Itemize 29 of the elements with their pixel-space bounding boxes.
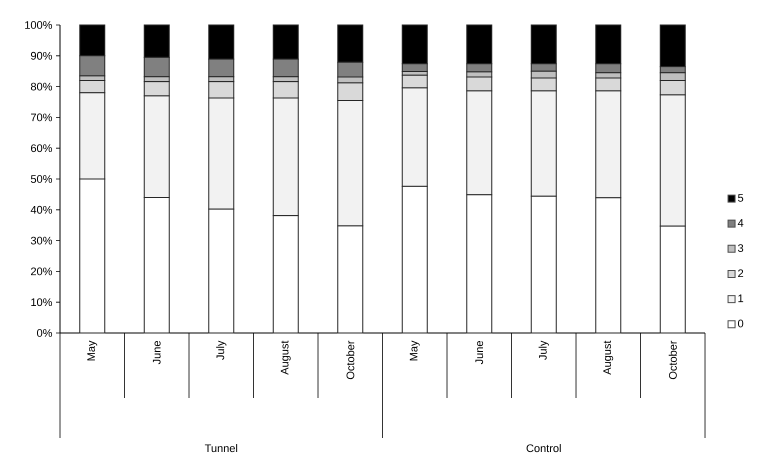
y-tick-label: 40% bbox=[30, 206, 52, 214]
y-tick-label: 20% bbox=[31, 268, 52, 276]
legend-label: 3 bbox=[738, 244, 744, 252]
y-tick-label: 100% bbox=[25, 21, 52, 29]
x-tick-label: August bbox=[280, 340, 291, 375]
y-tick-label: 70% bbox=[31, 114, 52, 122]
x-tick-label: August bbox=[603, 340, 614, 375]
y-tick-label: 0% bbox=[36, 329, 52, 337]
x-tick-label: June bbox=[475, 341, 484, 364]
x-tick-label: May bbox=[87, 340, 98, 360]
y-tick-label: 10% bbox=[31, 298, 52, 306]
x-tick-label: October bbox=[668, 340, 677, 380]
y-tick-label: 50% bbox=[30, 175, 52, 183]
y-tick-label: 60% bbox=[31, 144, 52, 152]
x-tick-label: June bbox=[152, 341, 161, 364]
x-tick-label: July bbox=[538, 340, 549, 360]
text: Tunnel bbox=[204, 444, 238, 452]
legend-label: 2 bbox=[738, 269, 744, 278]
text: 1 bbox=[738, 294, 744, 302]
text: Control bbox=[526, 444, 561, 452]
x-tick-label: July bbox=[216, 340, 226, 360]
legend-label: 4 bbox=[738, 219, 744, 227]
x-tick-label: October bbox=[346, 340, 354, 380]
y-tick-label: 90% bbox=[30, 52, 52, 60]
y-tick-label: 30% bbox=[30, 236, 52, 244]
legend-label: 5 bbox=[738, 194, 744, 202]
text: 0 bbox=[738, 320, 744, 328]
y-tick-label: 80% bbox=[30, 82, 52, 90]
x-tick-label: May bbox=[410, 340, 420, 360]
